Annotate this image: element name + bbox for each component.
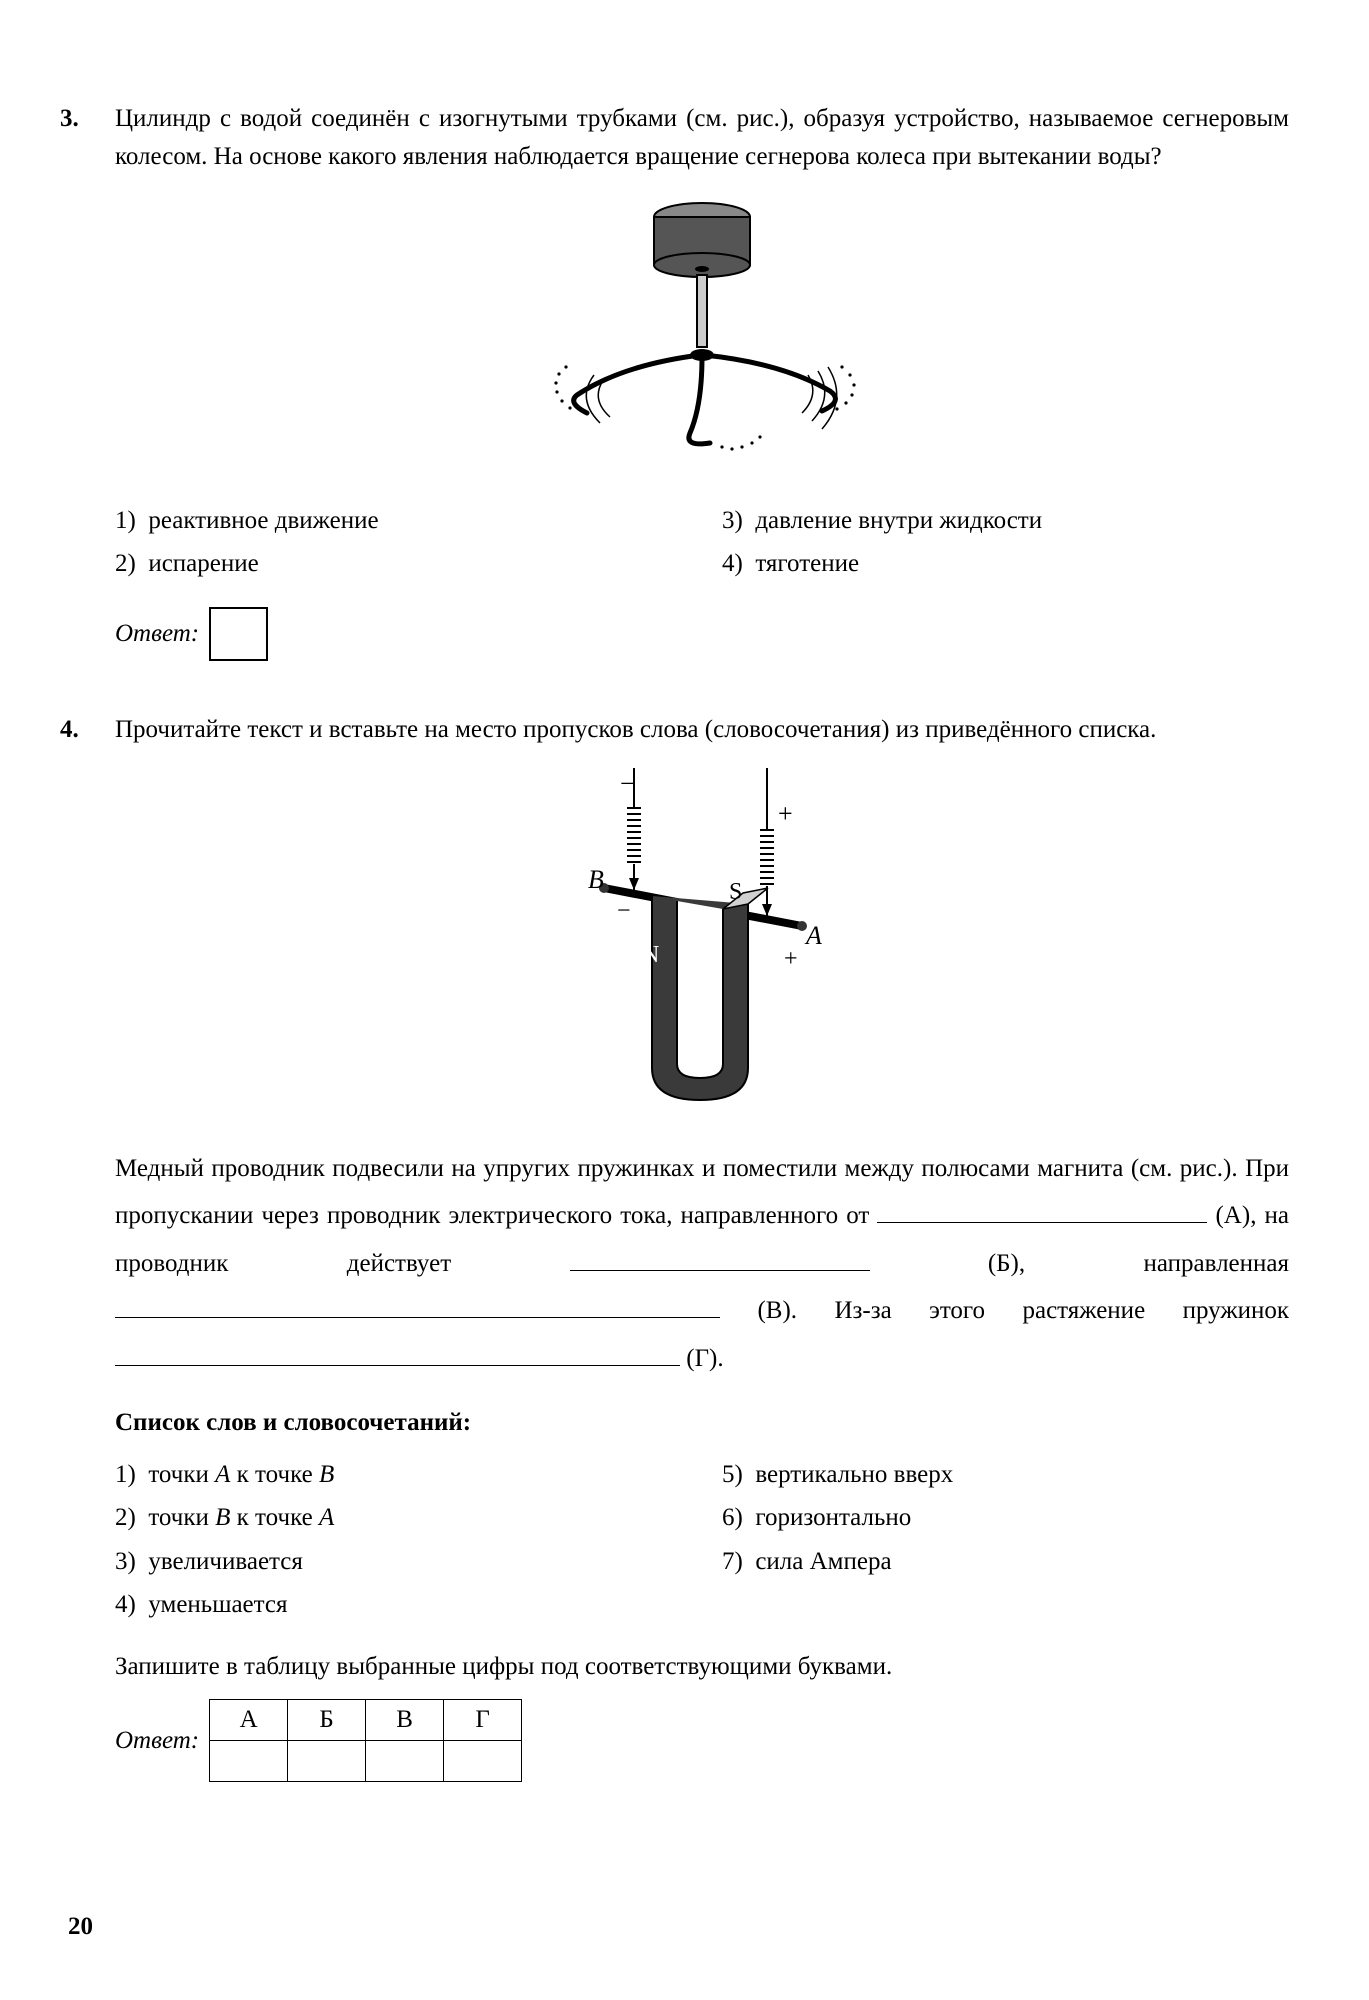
question-3-answer: Ответ:	[115, 607, 1289, 661]
q4-fill-d-tag: (Г).	[686, 1345, 723, 1372]
svg-text:A: A	[804, 921, 822, 950]
q3-option-4: 4) тяготение	[722, 545, 1289, 583]
question-3-figure	[115, 195, 1289, 477]
q4-blank-a[interactable]	[877, 1197, 1207, 1223]
page-number: 20	[68, 1908, 93, 1946]
svg-text:B: B	[588, 865, 604, 894]
question-4-body: Прочитайте текст и вставьте на место про…	[115, 711, 1289, 1782]
question-3: 3. Цилиндр с водой соединён с изогнутыми…	[60, 100, 1289, 661]
q4-option-4: 4) уменьшается	[115, 1586, 682, 1624]
svg-text:−: −	[617, 898, 631, 924]
question-3-options: 1) реактивное движение 2) испарение 3) д…	[115, 502, 1289, 589]
question-4-filltext: Медный проводник подвесили на упругих пр…	[115, 1145, 1289, 1383]
q4-th-a: А	[210, 1700, 288, 1741]
svg-text:N: N	[642, 942, 659, 968]
q3-option-2: 2) испарение	[115, 545, 682, 583]
q4-option-7: 7) сила Ампера	[722, 1543, 1289, 1581]
q3-option-3: 3) давление внутри жидкости	[722, 502, 1289, 540]
question-4: 4. Прочитайте текст и вставьте на место …	[60, 711, 1289, 1782]
q4-answer-table: А Б В Г	[209, 1699, 522, 1782]
q4-cell-d[interactable]	[444, 1740, 522, 1781]
q4-th-c: В	[366, 1700, 444, 1741]
svg-text:+: +	[778, 799, 793, 828]
q4-cell-a[interactable]	[210, 1740, 288, 1781]
q4-option-5: 5) вертикально вверх	[722, 1456, 1289, 1494]
q3-option-1: 1) реактивное движение	[115, 502, 682, 540]
segner-wheel-icon	[512, 195, 892, 465]
question-4-intro: Прочитайте текст и вставьте на место про…	[115, 711, 1289, 749]
q4-cell-b[interactable]	[288, 1740, 366, 1781]
q4-cell-c[interactable]	[366, 1740, 444, 1781]
q4-list-title: Список слов и словосочетаний:	[115, 1404, 1289, 1442]
question-4-figure: − + B A − +	[115, 768, 1289, 1120]
q4-th-d: Г	[444, 1700, 522, 1741]
q4-fill-p3: пружинок	[1183, 1297, 1289, 1324]
q4-blank-b[interactable]	[570, 1245, 870, 1271]
q4-fill-p2: направленная	[1143, 1250, 1289, 1277]
q3-answer-label: Ответ:	[115, 615, 199, 653]
q4-fill-b-tag: (Б),	[988, 1250, 1025, 1277]
q4-option-6: 6) горизонтально	[722, 1499, 1289, 1537]
question-3-body: Цилиндр с водой соединён с изогнутыми тр…	[115, 100, 1289, 661]
question-3-text: Цилиндр с водой соединён с изогнутыми тр…	[115, 100, 1289, 175]
question-4-options: 1) точки A к точке B 2) точки B к точке …	[115, 1456, 1289, 1630]
svg-text:S: S	[729, 879, 742, 905]
question-4-number: 4.	[60, 711, 115, 1782]
q4-answer-row: Ответ: А Б В Г	[115, 1699, 1289, 1782]
q3-answer-box[interactable]	[209, 607, 268, 661]
q4-option-3: 3) увеличивается	[115, 1543, 682, 1581]
svg-text:+: +	[784, 946, 798, 972]
q4-th-b: Б	[288, 1700, 366, 1741]
page: 3. Цилиндр с водой соединён с изогнутыми…	[0, 0, 1369, 2000]
q4-option-1: 1) точки A к точке B	[115, 1456, 682, 1494]
q4-blank-d[interactable]	[115, 1340, 680, 1366]
svg-text:−: −	[620, 769, 635, 798]
magnet-conductor-icon: − + B A − +	[522, 768, 882, 1108]
q4-fill-c-tag: (В). Из-за этого растяжение	[757, 1297, 1145, 1324]
q4-option-2: 2) точки B к точке A	[115, 1499, 682, 1537]
q4-instruction: Запишите в таблицу выбранные цифры под с…	[115, 1648, 1289, 1686]
q4-blank-c[interactable]	[115, 1292, 720, 1318]
q4-answer-label: Ответ:	[115, 1722, 199, 1760]
question-3-number: 3.	[60, 100, 115, 661]
